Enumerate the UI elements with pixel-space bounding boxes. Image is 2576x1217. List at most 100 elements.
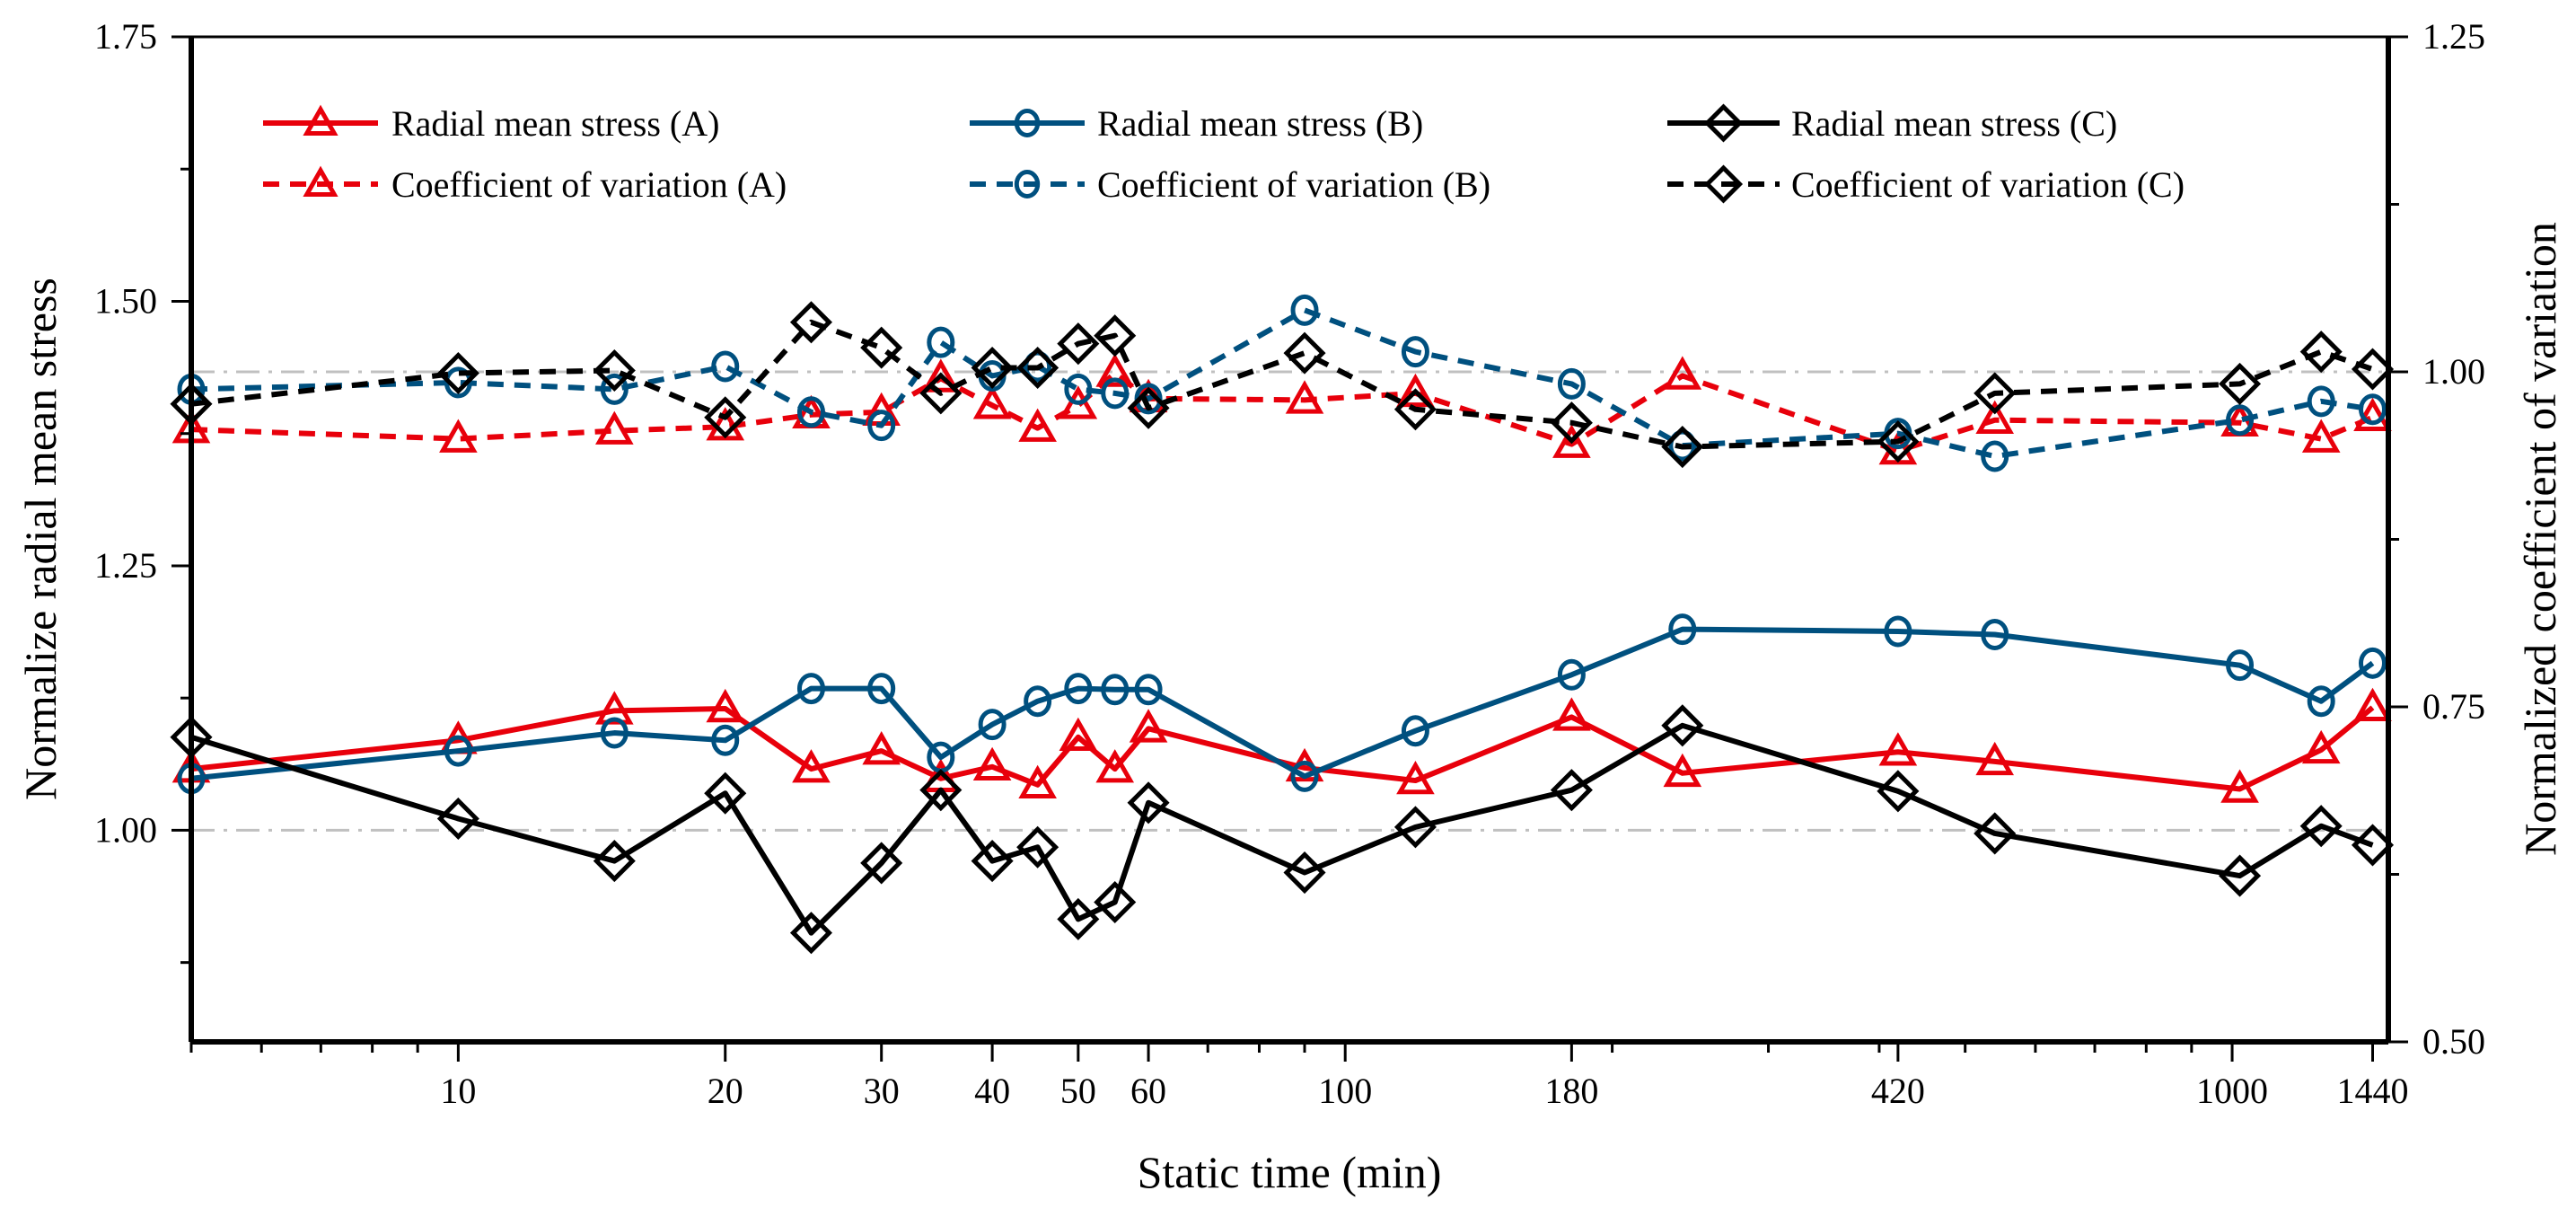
legend-label: Radial mean stress (B) bbox=[1097, 103, 1423, 144]
circle-marker bbox=[1981, 619, 2009, 651]
triangle-marker bbox=[972, 385, 1012, 419]
series-coefficient-of-variation-c bbox=[170, 301, 2395, 469]
y-tick-label: 1.75 bbox=[94, 16, 157, 57]
triangle-marker bbox=[2353, 397, 2392, 431]
diamond-marker bbox=[1877, 420, 1920, 463]
circle-marker bbox=[796, 673, 825, 705]
legend-item: Radial mean stress (C) bbox=[1667, 103, 2117, 144]
x-tick-label: 20 bbox=[708, 1071, 743, 1111]
diamond-marker bbox=[593, 840, 636, 883]
diamond-marker bbox=[1703, 164, 1744, 204]
diamond-marker bbox=[1016, 825, 1059, 869]
x-tick-label: 50 bbox=[1060, 1071, 1096, 1111]
circle-marker bbox=[1401, 715, 1429, 747]
series-line bbox=[190, 705, 2375, 792]
circle-marker bbox=[711, 724, 740, 756]
series-radial-mean-stress-a bbox=[171, 687, 2392, 803]
triangle-marker bbox=[2301, 419, 2341, 453]
triangle-marker bbox=[1285, 380, 1324, 414]
diamond-marker bbox=[1127, 386, 1170, 429]
diamond-marker bbox=[1974, 812, 2017, 855]
diamond-marker bbox=[2299, 331, 2343, 374]
diamond-marker bbox=[1127, 781, 1170, 825]
circle-marker bbox=[1668, 613, 1697, 646]
series-layer bbox=[170, 294, 2395, 955]
diamond-marker bbox=[971, 840, 1014, 883]
diamond-marker bbox=[2219, 854, 2262, 897]
y2-tick-label: 1.00 bbox=[2422, 351, 2485, 392]
circle-marker bbox=[444, 735, 472, 767]
x-tick-label: 40 bbox=[974, 1071, 1010, 1111]
triangle-marker bbox=[2301, 729, 2341, 764]
triangle-marker bbox=[1059, 717, 1098, 752]
diamond-marker bbox=[860, 842, 903, 885]
diamond-marker bbox=[789, 912, 833, 955]
circle-marker bbox=[1014, 109, 1041, 137]
diamond-marker bbox=[1550, 401, 1593, 445]
diamond-marker bbox=[1661, 426, 1704, 469]
diamond-marker bbox=[1394, 806, 1437, 849]
diamond-marker bbox=[1283, 851, 1326, 895]
triangle-marker bbox=[1018, 408, 1057, 442]
diamond-marker bbox=[1550, 769, 1593, 812]
x-tick-label: 420 bbox=[1871, 1071, 1925, 1111]
diamond-marker bbox=[971, 346, 1014, 390]
axes: 10 20 30 40 50 60 100 180 420 1000 1440 1.00 1.25 1.5… bbox=[94, 16, 2485, 1111]
diamond-marker bbox=[436, 351, 479, 395]
circle-marker bbox=[1401, 336, 1429, 368]
circle-marker bbox=[796, 396, 825, 428]
triangle-marker bbox=[595, 410, 634, 445]
legend-item: Coefficient of variation (A) bbox=[263, 164, 787, 205]
circle-marker bbox=[1134, 674, 1163, 706]
diamond-marker bbox=[1016, 346, 1059, 390]
x-tick-label: 1440 bbox=[2336, 1071, 2408, 1111]
legend-label: Coefficient of variation (C) bbox=[1791, 164, 2185, 205]
diamond-marker bbox=[1057, 322, 1100, 366]
circle-marker bbox=[1557, 367, 1586, 400]
triangle-marker bbox=[2220, 769, 2259, 803]
triangle-marker bbox=[439, 419, 478, 453]
legend-item: Radial mean stress (B) bbox=[970, 103, 1423, 144]
circle-marker bbox=[600, 373, 629, 405]
triangle-marker bbox=[303, 104, 338, 136]
triangle-marker bbox=[1663, 753, 1702, 788]
diamond-marker bbox=[2219, 362, 2262, 405]
series-coefficient-of-variation-b bbox=[177, 294, 2387, 472]
diamond-marker bbox=[1057, 897, 1100, 940]
x-tick-label: 60 bbox=[1130, 1071, 1166, 1111]
triangle-marker bbox=[1396, 373, 1435, 408]
diamond-marker bbox=[1283, 331, 1326, 375]
triangle-marker bbox=[2353, 687, 2392, 722]
circle-marker bbox=[2226, 404, 2255, 437]
y-tick-label: 1.25 bbox=[94, 545, 157, 586]
diamond-marker bbox=[1703, 103, 1744, 143]
triangle-marker bbox=[1975, 400, 2015, 434]
circle-marker bbox=[1290, 294, 1319, 326]
circle-marker bbox=[927, 326, 955, 358]
circle-marker bbox=[1884, 615, 1912, 648]
triangle-marker bbox=[1059, 385, 1098, 419]
circle-marker bbox=[2358, 393, 2387, 426]
diamond-marker bbox=[789, 301, 833, 344]
triangle-marker bbox=[862, 731, 901, 765]
series-radial-mean-stress-b bbox=[177, 613, 2387, 795]
diamond-marker bbox=[919, 372, 963, 415]
x-tick-label: 30 bbox=[864, 1071, 900, 1111]
reference-lines bbox=[191, 370, 2388, 832]
circle-marker bbox=[1557, 658, 1586, 691]
diamond-marker bbox=[1394, 388, 1437, 431]
y-axis-title: Normalize radial mean stress bbox=[15, 278, 66, 800]
diamond-marker bbox=[704, 396, 747, 439]
triangle-marker bbox=[1663, 356, 1702, 390]
triangle-marker bbox=[303, 165, 338, 197]
diamond-marker bbox=[436, 797, 479, 840]
y2-tick-label: 0.75 bbox=[2422, 686, 2485, 727]
circle-marker bbox=[867, 410, 896, 442]
series-line bbox=[190, 370, 2374, 454]
circle-marker bbox=[867, 673, 896, 705]
triangle-marker bbox=[1095, 749, 1135, 783]
triangle-marker bbox=[972, 746, 1012, 780]
circle-marker bbox=[1064, 373, 1093, 405]
triangle-marker bbox=[1018, 764, 1057, 799]
diamond-marker bbox=[1877, 770, 1920, 813]
